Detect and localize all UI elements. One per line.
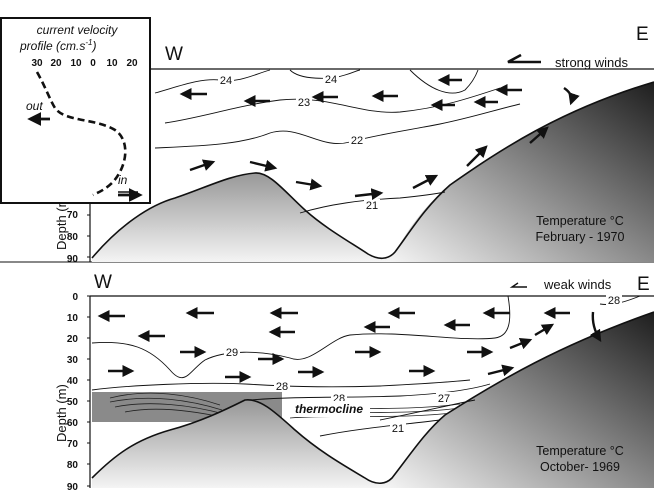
isotherm-24-left xyxy=(154,69,271,94)
flow-arrow xyxy=(412,174,439,190)
depth-tick: 90 xyxy=(67,482,79,492)
isotherm-29 xyxy=(91,295,511,378)
top-isotherm-labels: 24 24 23 22 21 xyxy=(218,73,380,212)
flow-arrow xyxy=(529,126,549,144)
depth-tick: 80 xyxy=(67,232,79,243)
depth-tick: 70 xyxy=(67,439,79,450)
depth-axis-label: Depth (m) xyxy=(54,192,69,250)
isotherm-label: 24 xyxy=(325,74,337,86)
bottom-west-label: W xyxy=(94,272,112,293)
thermocline-label: thermocline xyxy=(295,402,363,416)
flow-arrow xyxy=(354,188,384,201)
depth-tick: 90 xyxy=(67,254,79,265)
in-label: in xyxy=(118,173,128,187)
isotherm-21 xyxy=(299,191,446,214)
depth-tick: 70 xyxy=(67,210,79,221)
bottom-caption-line2: October- 1969 xyxy=(540,460,620,474)
top-flow-arrows xyxy=(179,74,580,201)
strong-winds-icon xyxy=(507,53,541,64)
bottom-seabed-outline xyxy=(91,311,654,485)
depth-tick: 40 xyxy=(67,376,79,387)
top-caption-line1: Temperature °C xyxy=(536,214,624,228)
isotherm-label: 28 xyxy=(608,295,620,307)
bottom-depth-ticks: 0 10 20 30 40 50 60 70 80 90 xyxy=(67,292,90,492)
inset-title-line1: current velocity xyxy=(37,23,119,37)
inset-x-ticks: 30 20 10 0 10 20 xyxy=(31,58,138,69)
thermocline-label-bg xyxy=(288,401,370,417)
isotherm-23 xyxy=(164,87,501,124)
isotherm-24-right xyxy=(409,69,479,94)
velocity-profile-inset: current velocity profile (cm.s-1) 30 20 … xyxy=(0,17,151,204)
isotherm-label: 29 xyxy=(226,347,238,359)
inset-x-tick: 30 xyxy=(31,58,43,69)
flow-arrow xyxy=(563,87,580,106)
bottom-panel: 0 10 20 30 40 50 60 70 80 90 Depth (m) xyxy=(54,272,654,492)
depth-axis-label: Depth (m) xyxy=(54,384,69,442)
top-east-label: E xyxy=(636,24,649,45)
inset-x-tick: 20 xyxy=(50,58,62,69)
inset-x-tick: 10 xyxy=(106,58,118,69)
isotherm-label: 23 xyxy=(298,97,310,109)
bottom-east-label: E xyxy=(637,274,650,295)
depth-tick: 0 xyxy=(72,292,78,303)
isotherm-label: 28 xyxy=(276,381,288,393)
bottom-wind-label: weak winds xyxy=(543,277,612,292)
inset-x-tick: 0 xyxy=(90,58,96,69)
isotherm-21 xyxy=(319,419,441,437)
flow-arrow xyxy=(466,145,488,167)
bottom-isotherm-labels: 28 29 28 28 27 21 xyxy=(224,294,622,435)
isotherm-28b xyxy=(249,383,491,401)
flow-arrow xyxy=(295,178,323,191)
isotherm-label: 21 xyxy=(366,200,378,212)
flow-arrow xyxy=(487,364,515,377)
depth-tick: 20 xyxy=(67,334,79,345)
inset-x-tick: 10 xyxy=(70,58,82,69)
depth-tick: 30 xyxy=(67,355,79,366)
isotherm-24-mid xyxy=(289,69,361,79)
inset-frame xyxy=(0,17,151,204)
isotherm-label: 27 xyxy=(438,393,450,405)
top-panel: 10 20 30 40 50 60 70 80 90 Depth (m) 24 xyxy=(0,24,654,265)
weak-winds-icon xyxy=(509,282,527,288)
top-caption-line2: February - 1970 xyxy=(536,230,625,244)
velocity-profile-curve xyxy=(35,71,127,197)
isotherm-22 xyxy=(154,103,521,149)
top-wind-label: strong winds xyxy=(555,55,628,70)
bottom-seabed-right-shade xyxy=(388,312,654,488)
flow-arrow xyxy=(589,311,602,343)
isotherm-27 xyxy=(379,399,476,421)
top-west-label: W xyxy=(165,44,183,65)
isotherm-label: 22 xyxy=(351,135,363,147)
bottom-caption-line1: Temperature °C xyxy=(536,444,624,458)
top-seabed-right-shade xyxy=(390,82,654,262)
inset-x-tick: 20 xyxy=(126,58,138,69)
depth-tick: 80 xyxy=(67,460,79,471)
flow-arrow xyxy=(249,159,278,172)
out-label: out xyxy=(26,99,43,113)
bottom-flow-arrows xyxy=(97,307,602,383)
flow-arrow xyxy=(189,159,216,172)
top-seabed-outline xyxy=(91,81,654,260)
inset-title-line2: profile (cm.s-1) xyxy=(19,38,96,53)
depth-tick: 50 xyxy=(67,397,79,408)
isotherm-label: 24 xyxy=(220,75,232,87)
flow-arrow xyxy=(534,323,555,337)
isotherm-label: 21 xyxy=(392,423,404,435)
depth-tick: 60 xyxy=(67,418,79,429)
depth-tick: 10 xyxy=(67,313,79,324)
flow-arrow xyxy=(509,337,533,350)
